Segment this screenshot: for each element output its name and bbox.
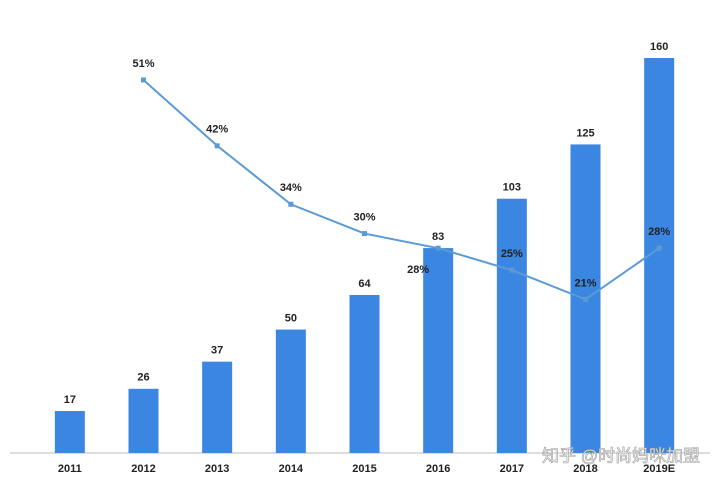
bar-label: 26: [137, 372, 149, 384]
line-label: 42%: [206, 124, 228, 136]
bar-label: 125: [576, 127, 594, 139]
bar-label: 83: [432, 231, 444, 243]
line-label: 28%: [648, 226, 670, 238]
bar-label: 37: [211, 345, 223, 357]
line-marker: [362, 231, 367, 237]
line-marker: [141, 77, 146, 83]
bar: [202, 361, 233, 453]
bar: [54, 411, 85, 453]
bar-label: 50: [285, 312, 297, 324]
x-tick-label: 2016: [426, 463, 450, 475]
line-label: 51%: [132, 58, 154, 70]
x-tick-label: 2019E: [643, 463, 675, 475]
bar-label: 103: [503, 182, 521, 194]
bar: [349, 295, 380, 453]
x-tick-label: 2011: [58, 463, 82, 475]
line: [142, 79, 660, 301]
x-tick-label: 2015: [352, 463, 376, 475]
bar-label: 64: [358, 278, 371, 290]
watermark: 知乎 @时尚妈咪加盟: [542, 446, 700, 465]
line-label: 28%: [407, 264, 429, 276]
bar-label: 17: [64, 394, 76, 406]
bar: [275, 329, 306, 453]
line-marker: [214, 143, 220, 149]
x-tick-label: 2012: [131, 463, 155, 475]
bar: [128, 388, 159, 453]
line-label: 30%: [353, 211, 375, 223]
line-marker: [656, 245, 662, 251]
bar: [423, 248, 454, 453]
bar: [496, 198, 527, 453]
x-tick-label: 2013: [205, 463, 229, 475]
line-marker: [583, 296, 588, 302]
x-tick-label: 2018: [573, 463, 597, 475]
x-tick-label: 2017: [500, 463, 524, 475]
line-marker: [288, 201, 294, 207]
line-marker: [509, 267, 515, 273]
line-label: 25%: [501, 248, 523, 260]
line-label: 21%: [574, 277, 596, 289]
line-label: 34%: [280, 182, 302, 194]
bar-label: 160: [650, 41, 668, 53]
line-marker: [435, 245, 441, 251]
x-tick-label: 2014: [279, 463, 304, 475]
